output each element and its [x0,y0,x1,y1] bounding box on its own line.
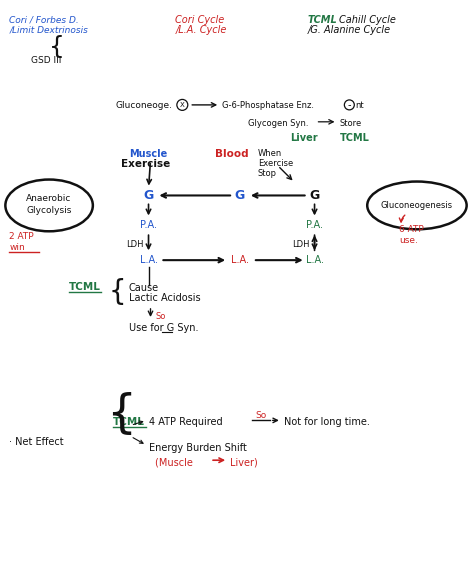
Text: 4 ATP Required: 4 ATP Required [148,418,222,428]
Text: Not for long time.: Not for long time. [284,418,370,428]
Text: L.A.: L.A. [306,255,324,265]
Text: So: So [155,312,166,321]
Text: {: { [106,392,136,437]
Text: Store: Store [339,119,362,128]
Text: Cahill Cycle: Cahill Cycle [339,15,396,25]
Text: Gluconeogenesis: Gluconeogenesis [381,201,453,210]
Text: Glycogen Syn.: Glycogen Syn. [248,119,309,128]
Text: · Net Effect: · Net Effect [9,438,64,448]
Text: So: So [255,411,266,421]
Text: /Limit Dextrinosis: /Limit Dextrinosis [9,25,88,35]
Text: Lactic Acidosis: Lactic Acidosis [128,293,200,303]
Text: P.A.: P.A. [306,221,323,230]
Text: Energy Burden Shift: Energy Burden Shift [148,443,246,453]
Text: Cause: Cause [128,283,159,293]
Text: use.: use. [399,236,418,245]
Text: Cori Cycle: Cori Cycle [175,15,225,25]
Text: Stop: Stop [258,168,277,178]
Text: LDH: LDH [126,240,143,249]
Text: nt: nt [356,101,364,110]
Text: Glycolysis: Glycolysis [27,206,72,215]
Text: Muscle: Muscle [128,149,167,159]
Text: TCML: TCML [69,282,101,292]
Text: X: X [180,102,185,108]
Text: Exercise: Exercise [258,159,293,168]
Text: 6 ATP: 6 ATP [399,225,424,235]
Text: Exercise: Exercise [121,159,170,168]
Text: LDH: LDH [292,240,309,249]
Text: P.A.: P.A. [140,221,157,230]
Text: {: { [109,278,127,306]
Text: G-6-Phosphatase Enz.: G-6-Phosphatase Enz. [222,101,314,110]
Text: TCML: TCML [308,15,337,25]
Text: win: win [9,243,25,252]
Text: -: - [347,100,351,110]
Text: Use for G Syn.: Use for G Syn. [128,323,198,333]
Text: L.A.: L.A. [139,255,157,265]
Text: /L.A. Cycle: /L.A. Cycle [175,25,227,35]
Text: Liver: Liver [290,133,317,143]
Text: GSD III: GSD III [31,56,62,65]
Text: L.A.: L.A. [231,255,249,265]
Text: TCML: TCML [339,133,369,143]
Text: /G. Alanine Cycle: /G. Alanine Cycle [308,25,391,35]
Text: (Muscle: (Muscle [155,457,197,467]
Text: Gluconeoge.: Gluconeoge. [116,101,173,110]
Text: G: G [310,189,319,202]
Text: 2 ATP: 2 ATP [9,232,34,241]
Text: Cori / Forbes D.: Cori / Forbes D. [9,15,79,25]
Text: Liver): Liver) [230,457,258,467]
Text: TCML: TCML [113,418,145,428]
Text: Blood: Blood [215,149,249,159]
Text: G: G [144,189,154,202]
Text: G: G [235,189,245,202]
Text: When: When [258,149,282,158]
Text: {: { [49,35,65,59]
Text: Anaerobic: Anaerobic [27,194,72,203]
